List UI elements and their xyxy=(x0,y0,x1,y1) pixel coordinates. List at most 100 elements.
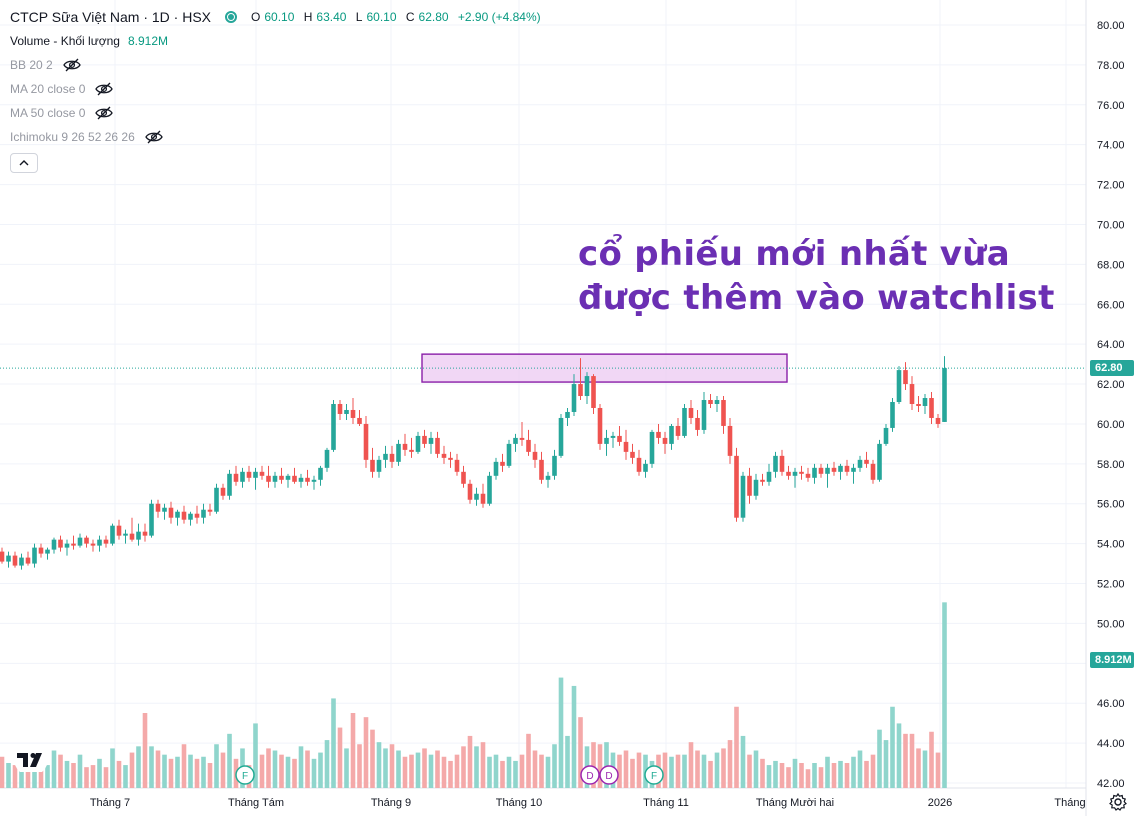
volume-bar xyxy=(597,744,603,788)
candle xyxy=(864,451,869,468)
eye-hidden-icon[interactable] xyxy=(145,130,163,144)
volume-bar xyxy=(71,763,76,788)
eye-hidden-icon[interactable] xyxy=(62,58,81,72)
volume-bar xyxy=(155,750,161,788)
candle xyxy=(766,463,772,486)
candle-body xyxy=(25,557,31,564)
volume-bar xyxy=(409,754,414,788)
candle-body xyxy=(331,404,336,450)
candle-body xyxy=(370,459,375,472)
open-label: O xyxy=(251,10,261,24)
candle-body xyxy=(747,475,752,496)
ohlc-values: O 60.10 H 63.40 L 60.10 C 62.80 +2.90 (+4.84… xyxy=(251,10,545,24)
candle xyxy=(285,473,291,488)
candle xyxy=(279,467,284,484)
dividend-marker[interactable]: D xyxy=(580,765,600,785)
price-tick-label: 54.00 xyxy=(1097,539,1125,551)
candle-body xyxy=(363,423,369,460)
volume-bar xyxy=(318,752,323,788)
candle xyxy=(714,396,720,412)
price-tick-label: 60.00 xyxy=(1097,419,1125,431)
candle-body xyxy=(714,400,720,404)
volume-bar xyxy=(695,750,700,788)
volume-value: 8.912M xyxy=(127,34,168,48)
candle-body xyxy=(643,463,648,472)
volume-bar xyxy=(630,758,635,788)
candle-body xyxy=(597,407,603,444)
tradingview-logo-icon[interactable] xyxy=(14,746,48,772)
candle xyxy=(155,499,161,518)
volume-bar xyxy=(487,756,492,788)
volume-bar xyxy=(77,754,83,788)
candle-body xyxy=(77,537,83,546)
candle-body xyxy=(454,459,460,472)
symbol-title[interactable]: CTCP Sữa Việt Nam · 1D · HSX xyxy=(10,9,212,25)
candle xyxy=(19,553,24,570)
candle-body xyxy=(896,370,902,403)
volume-bar xyxy=(461,746,466,788)
volume-bar xyxy=(896,723,902,788)
candle-body xyxy=(857,459,863,468)
price-tick-label: 42.00 xyxy=(1097,778,1125,790)
candle-body xyxy=(201,509,206,518)
candle xyxy=(253,467,258,490)
candle-body xyxy=(669,425,674,444)
candle xyxy=(149,499,154,538)
candle xyxy=(58,535,63,552)
eye-hidden-icon[interactable] xyxy=(95,82,114,96)
candle xyxy=(519,421,525,446)
candle xyxy=(38,543,44,558)
candle xyxy=(110,523,115,546)
annotation-text[interactable]: cổ phiếu mới nhất vừa được thêm vào watc… xyxy=(578,232,1055,320)
volume-bar xyxy=(370,729,375,788)
volume-bar xyxy=(526,733,531,788)
eye-hidden-icon[interactable] xyxy=(95,106,114,120)
indicator-ma20[interactable]: MA 20 close 0 xyxy=(10,77,545,101)
time-tick-label: Tháng 10 xyxy=(496,797,542,809)
candle-body xyxy=(519,437,525,440)
candle xyxy=(597,404,603,450)
candle xyxy=(610,431,616,448)
volume-bar xyxy=(773,760,778,788)
collapse-legend-button[interactable] xyxy=(10,153,38,173)
candle xyxy=(12,551,18,568)
candle-body xyxy=(838,465,843,472)
candle xyxy=(344,404,349,420)
candle-body xyxy=(500,461,505,466)
annotation-line-2: được thêm vào watchlist xyxy=(578,278,1055,318)
indicator-bb[interactable]: BB 20 2 xyxy=(10,53,545,77)
volume-bar xyxy=(480,742,486,788)
candle-body xyxy=(584,376,590,397)
volume-bar xyxy=(591,742,596,788)
volume-bar xyxy=(253,723,258,788)
indicator-ma50[interactable]: MA 50 close 0 xyxy=(10,101,545,125)
candle xyxy=(181,505,187,524)
volume-bar xyxy=(6,763,11,788)
dividend-marker[interactable]: D xyxy=(599,765,619,785)
volume-bar xyxy=(175,756,180,788)
earnings-marker[interactable]: F xyxy=(644,765,664,785)
last-price-tag: 62.80 xyxy=(1090,360,1134,377)
volume-bar xyxy=(435,750,440,788)
volume-bar xyxy=(851,756,856,788)
candle xyxy=(825,463,830,488)
volume-bar xyxy=(64,760,70,788)
indicator-volume[interactable]: Volume - Khối lượng 8.912M xyxy=(10,29,545,53)
candle xyxy=(240,467,245,488)
indicator-ichimoku[interactable]: Ichimoku 9 26 52 26 26 xyxy=(10,125,545,149)
symbol-row[interactable]: CTCP Sữa Việt Nam · 1D · HSX O 60.10 H 63.… xyxy=(10,5,545,29)
candle-body xyxy=(571,384,577,412)
price-tick-label: 62.00 xyxy=(1097,379,1125,391)
volume-bar xyxy=(38,756,44,788)
gear-icon[interactable] xyxy=(1108,792,1128,812)
volume-bar xyxy=(688,742,694,788)
volume-bar xyxy=(669,756,674,788)
candle-body xyxy=(45,549,50,554)
candle xyxy=(831,461,837,476)
volume-label: Volume - Khối lượng xyxy=(10,34,120,48)
candle-body xyxy=(220,487,226,496)
earnings-marker[interactable]: F xyxy=(235,765,255,785)
